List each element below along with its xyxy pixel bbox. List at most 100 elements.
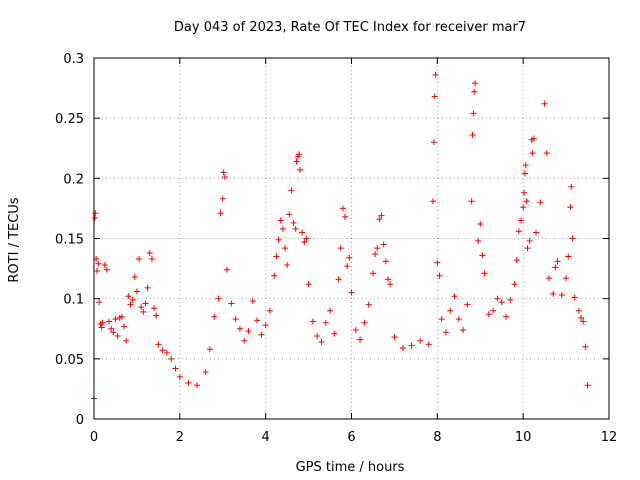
data-point [142,300,149,307]
data-point [275,236,282,243]
data-point [494,295,501,302]
data-point [245,328,252,335]
data-point [335,276,342,283]
data-point [279,225,286,232]
data-point [144,284,151,291]
data-point [241,337,248,344]
data-point [431,93,438,100]
y-tick-label: 0 [76,413,84,428]
data-point [344,263,351,270]
y-tick-label: 0.05 [55,353,84,368]
data-point [518,217,525,224]
data-point [563,275,570,282]
data-point [220,169,227,176]
data-point [361,319,368,326]
data-point [503,313,509,320]
data-point [529,150,536,157]
data-point [521,170,528,177]
data-point [434,259,441,266]
data-point [110,329,117,336]
data-point [348,289,355,296]
x-tick-label: 12 [601,430,618,445]
data-point [211,313,218,320]
y-tick-label: 0.1 [63,293,84,308]
data-point [432,71,439,78]
data-point [530,135,537,142]
data-point [273,253,280,260]
data-point [202,369,209,376]
data-point [380,241,387,248]
data-point [331,330,338,337]
data-point [309,318,316,325]
data-point [550,290,557,297]
y-tick-label: 0.25 [55,112,84,127]
data-point [554,258,561,265]
data-point [490,307,497,314]
data-point [98,324,105,331]
data-point [258,331,265,338]
y-tick-labels: 0 0.05 0.1 0.15 0.2 0.25 0.3 [55,52,84,428]
data-point [337,245,344,252]
data-point [106,318,113,325]
data-point [580,318,587,325]
data-point [131,274,138,281]
data-point [369,270,376,277]
data-point [578,314,585,321]
data-point [284,261,291,268]
data-point [524,245,531,252]
data-point [481,270,488,277]
data-point [125,293,132,300]
data-point [114,332,121,339]
data-point [327,307,334,314]
y-tick-label: 0.15 [55,233,84,248]
data-point [567,204,574,211]
data-point [451,293,458,300]
data-point [521,189,528,196]
x-tick-label: 8 [433,430,441,445]
data-point [221,174,228,181]
data-point [541,100,548,107]
data-point [460,326,467,333]
data-point [206,346,213,353]
data-point [219,195,226,202]
data-point [475,237,482,244]
data-point [575,307,582,314]
data-point [537,199,544,206]
y-tick-label: 0.2 [63,172,84,187]
data-point [472,80,479,87]
data-point [112,316,119,323]
data-point [447,307,454,314]
data-point [99,319,106,326]
data-point [318,338,325,345]
data-point [215,295,222,302]
data-point [438,316,445,323]
data-point [151,305,158,312]
data-point [468,198,475,205]
data-point [159,347,166,354]
data-point [266,307,273,314]
data-point [163,349,170,356]
data-point [224,266,231,273]
data-point [95,260,102,267]
data-point [442,329,449,336]
data-point [299,229,306,236]
data-point [290,219,297,226]
data-point [357,336,364,343]
data-point [470,110,477,117]
grid-lines [94,58,609,419]
data-point [342,213,349,220]
data-point [384,276,391,283]
data-point [526,237,533,244]
data-point [168,355,175,362]
data-point [417,337,424,344]
data-point [464,301,471,308]
data-point [138,304,145,311]
data-point [127,301,134,308]
x-tick-label: 4 [262,430,270,445]
data-point [520,204,527,211]
data-point [346,254,353,261]
data-point [288,187,295,194]
data-point [533,229,540,236]
data-point [584,382,591,389]
